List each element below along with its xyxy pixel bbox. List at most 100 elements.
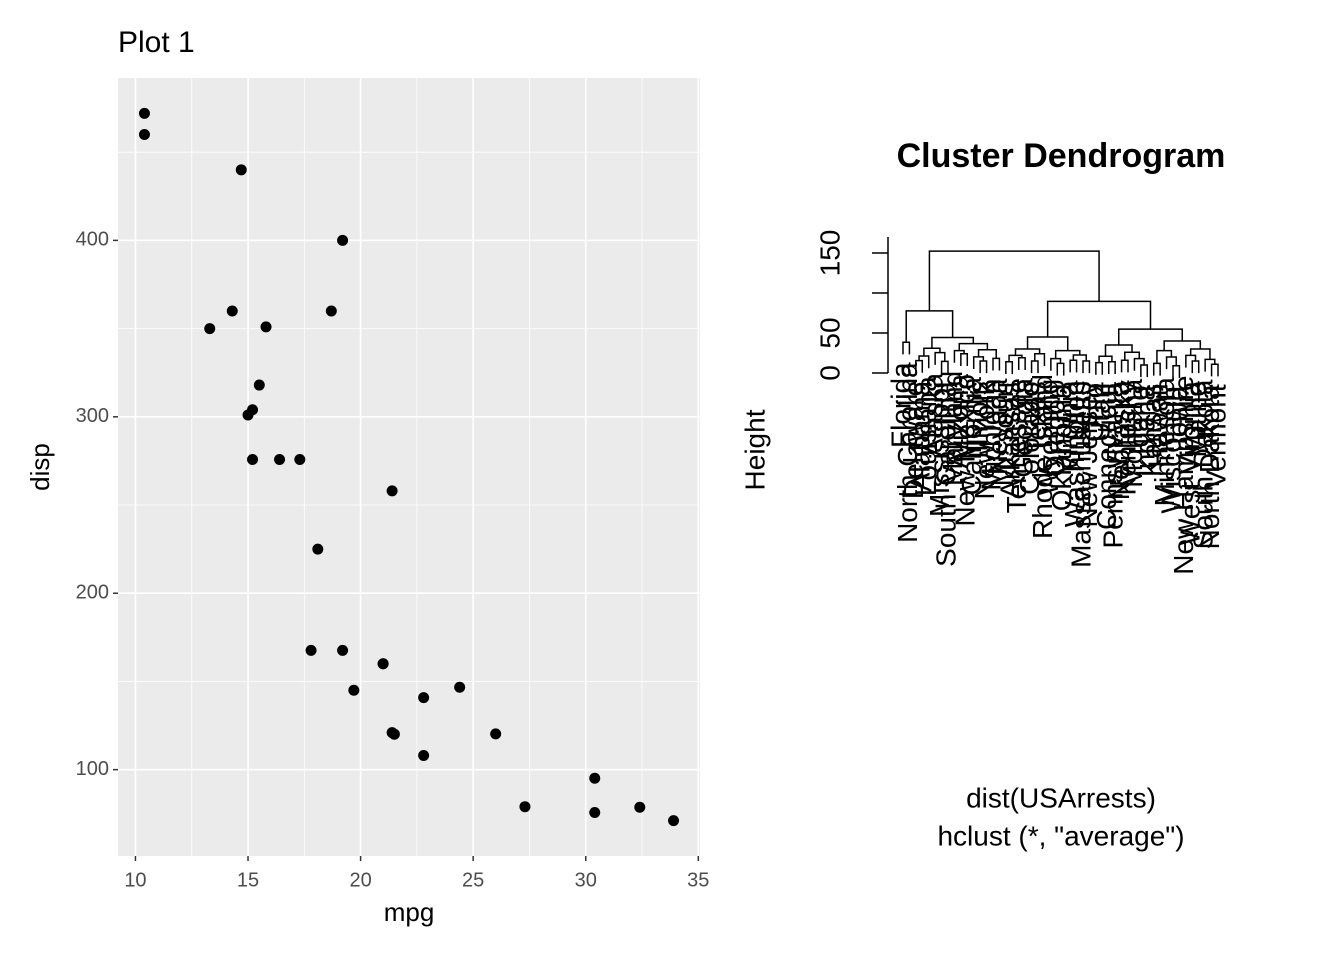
leaf-label: Oklahoma bbox=[1046, 383, 1077, 511]
plot-title: Plot 1 bbox=[118, 26, 195, 59]
point bbox=[312, 543, 324, 555]
point bbox=[274, 454, 286, 466]
leaf-label: Colorado bbox=[1014, 381, 1045, 495]
leaf-label: Rhode Island bbox=[1027, 374, 1058, 539]
x-axis-label: mpg bbox=[384, 897, 435, 927]
leaf-label: Michigan bbox=[975, 379, 1006, 491]
point bbox=[226, 305, 238, 317]
point bbox=[235, 164, 247, 176]
point bbox=[337, 644, 349, 656]
merge bbox=[1005, 361, 1014, 374]
point bbox=[418, 750, 430, 762]
leaf-label: Wyoming bbox=[1033, 379, 1064, 495]
leaf-label: Tennessee bbox=[1001, 378, 1032, 513]
point bbox=[325, 305, 337, 317]
leaf-label: North Dakota bbox=[1194, 384, 1225, 549]
dendrogram-title: Cluster Dendrogram bbox=[897, 137, 1226, 175]
point bbox=[386, 485, 398, 497]
leaf-label: Washington bbox=[1059, 380, 1090, 527]
leaf-label: South Carolina bbox=[930, 381, 961, 567]
leaf-label: Utah bbox=[1085, 383, 1116, 442]
merge bbox=[1069, 359, 1078, 373]
leaf-label: Alaska bbox=[918, 372, 949, 456]
leaf-label: New Mexico bbox=[950, 374, 981, 526]
merge bbox=[1104, 344, 1133, 357]
merge bbox=[1204, 358, 1216, 372]
point bbox=[454, 681, 466, 693]
merge bbox=[1140, 364, 1149, 378]
leaf-label: Pennsylvania bbox=[1098, 382, 1129, 549]
merge bbox=[979, 360, 988, 374]
leaf-label: Vermont bbox=[1200, 384, 1231, 488]
merge bbox=[1082, 360, 1091, 374]
leaf-label: Maine bbox=[1181, 381, 1212, 457]
leaf-label: New Hampshire bbox=[1168, 376, 1199, 575]
leaf-label: Minnesota bbox=[1149, 377, 1180, 507]
merge bbox=[1210, 363, 1219, 377]
x-tick-label: 30 bbox=[575, 869, 597, 891]
x-axis-label: dist(USArrests) bbox=[966, 782, 1156, 813]
merge bbox=[1030, 360, 1039, 374]
merge bbox=[992, 357, 1001, 371]
y-tick-label: 300 bbox=[76, 405, 109, 427]
leaf-label: Montana bbox=[1117, 378, 1148, 487]
leaf-label: Delaware bbox=[898, 381, 929, 499]
y-tick-label: 150 bbox=[814, 230, 845, 277]
merge bbox=[1050, 357, 1062, 371]
x-tick-label: 20 bbox=[349, 869, 371, 891]
subtitle: hclust (*, "average") bbox=[937, 820, 1184, 851]
leaf-label: Nevada bbox=[982, 378, 1013, 475]
leaf-label: West Virginia bbox=[1175, 381, 1206, 545]
point bbox=[337, 234, 349, 246]
merge bbox=[1189, 348, 1211, 360]
y-tick-label: 0 bbox=[814, 365, 845, 381]
point bbox=[418, 692, 430, 704]
leaf-label: Nebraska bbox=[1104, 380, 1135, 500]
leaf-label: Maryland bbox=[937, 371, 968, 486]
point bbox=[260, 321, 272, 333]
leaf-label: Iowa bbox=[1162, 386, 1193, 446]
point bbox=[253, 379, 265, 391]
x-tick-label: 25 bbox=[462, 869, 484, 891]
merge bbox=[928, 250, 1100, 311]
point bbox=[242, 409, 254, 421]
merge bbox=[1118, 328, 1183, 345]
leaf-label: Alabama bbox=[905, 380, 936, 491]
point bbox=[490, 728, 502, 740]
leaf-label: Georgia bbox=[1008, 378, 1039, 478]
leaf-label: Ohio bbox=[1078, 383, 1109, 442]
x-tick-label: 35 bbox=[687, 869, 709, 891]
point bbox=[204, 323, 216, 335]
merge bbox=[1056, 362, 1065, 376]
merge bbox=[1165, 356, 1177, 370]
leaf-label: New Jersey bbox=[1072, 381, 1103, 527]
point bbox=[668, 815, 680, 827]
x-tick-label: 10 bbox=[124, 869, 146, 891]
point bbox=[305, 644, 317, 656]
y-tick-label: 50 bbox=[814, 317, 845, 348]
leaf-label: Idaho bbox=[1123, 385, 1154, 455]
point bbox=[138, 107, 150, 119]
leaf-label: Mississippi bbox=[924, 382, 955, 517]
merge bbox=[934, 351, 946, 365]
merge bbox=[1095, 361, 1104, 375]
merge bbox=[931, 336, 975, 349]
leaf-label: Missouri bbox=[988, 382, 1019, 486]
leaf-label: Indiana bbox=[1130, 385, 1161, 477]
leaf-label: Louisiana bbox=[911, 376, 942, 496]
leaf-label: California bbox=[956, 377, 987, 496]
leaf-label: Kentucky bbox=[1110, 380, 1141, 495]
point bbox=[294, 454, 306, 466]
leaf-label: Florida bbox=[885, 362, 916, 448]
leaf-label: Arizona bbox=[943, 374, 974, 469]
merge bbox=[1034, 353, 1046, 366]
leaf-label: North Carolina bbox=[892, 362, 923, 543]
merge bbox=[1120, 359, 1129, 373]
leaf-label: South Dakota bbox=[1188, 379, 1219, 549]
point bbox=[589, 807, 601, 819]
point bbox=[348, 684, 360, 696]
point bbox=[589, 772, 601, 784]
leaf-label: Texas bbox=[1020, 381, 1051, 454]
leaf-label: Hawaii bbox=[1143, 384, 1174, 468]
